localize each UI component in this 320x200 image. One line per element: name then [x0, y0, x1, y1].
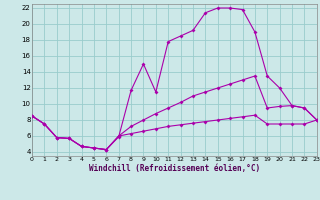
X-axis label: Windchill (Refroidissement éolien,°C): Windchill (Refroidissement éolien,°C) — [89, 164, 260, 173]
